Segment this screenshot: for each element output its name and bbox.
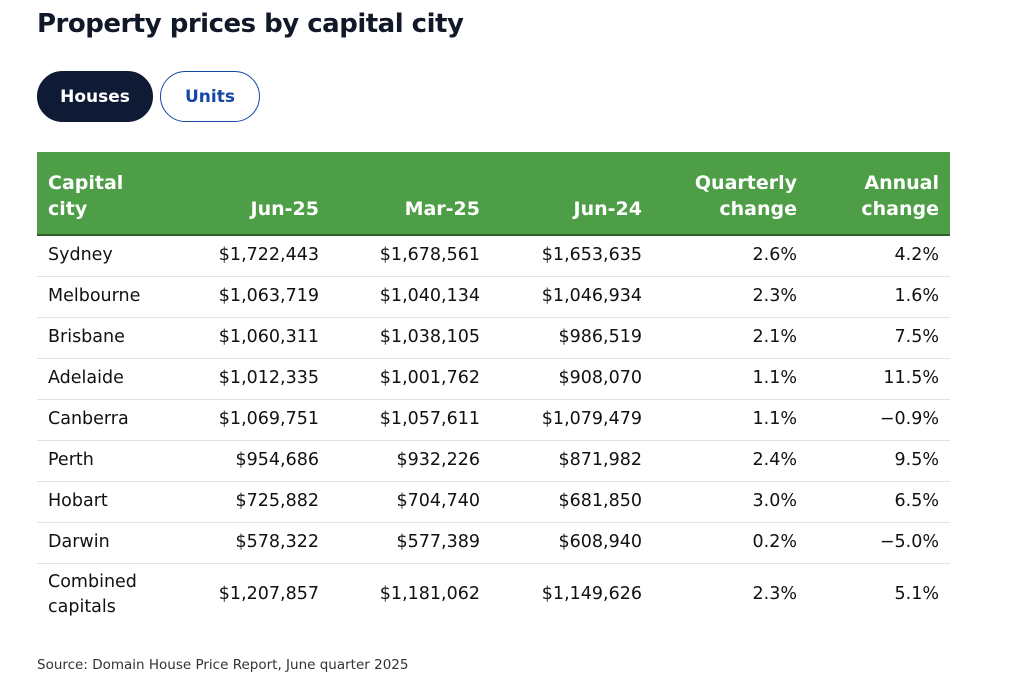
cell-quarterly-change: 3.0% bbox=[653, 481, 808, 523]
column-header-jun-24: Jun-24 bbox=[491, 152, 653, 236]
column-header-mar-25: Mar-25 bbox=[330, 152, 491, 236]
column-header-quarterly-change: Quarterly change bbox=[653, 152, 808, 236]
cell-quarterly-change: 2.3% bbox=[752, 584, 797, 605]
table-row: Combined capitals $1,207,857 $1,181,062 $1,… bbox=[37, 563, 950, 626]
table-row: Perth $954,686 $932,226 $871,982 2.4% 9.5% bbox=[37, 440, 950, 482]
cell-capital-city: Adelaide bbox=[37, 358, 168, 400]
cell-capital-city: Sydney bbox=[37, 235, 168, 277]
cell-annual-change: 1.6% bbox=[808, 276, 950, 318]
tab-houses[interactable]: Houses bbox=[37, 71, 153, 122]
cell-mar-25: $1,001,762 bbox=[330, 358, 491, 400]
cell-jun-24: $608,940 bbox=[491, 522, 653, 564]
cell-quarterly-change: 2.4% bbox=[653, 440, 808, 482]
table-row: Hobart $725,882 $704,740 $681,850 3.0% 6.5% bbox=[37, 481, 950, 523]
cell-annual-change: 11.5% bbox=[808, 358, 950, 400]
cell-jun-25: $1,060,311 bbox=[168, 317, 330, 359]
cell-capital-city: Melbourne bbox=[37, 276, 168, 318]
cell-jun-24: $1,149,626 bbox=[541, 584, 642, 605]
cell-mar-25: $1,678,561 bbox=[330, 235, 491, 277]
cell-jun-24: $681,850 bbox=[491, 481, 653, 523]
table-row: Darwin $578,322 $577,389 $608,940 0.2% −5.0% bbox=[37, 522, 950, 564]
page-title: Property prices by capital city bbox=[37, 9, 464, 39]
cell-capital-city: Perth bbox=[37, 440, 168, 482]
column-header-jun-25: Jun-25 bbox=[168, 152, 330, 236]
cell-annual-change: 5.1% bbox=[894, 584, 939, 605]
column-header-annual-change: Annual change bbox=[808, 152, 950, 236]
cell-annual-change: 7.5% bbox=[808, 317, 950, 359]
cell-jun-25: $1,207,857 bbox=[218, 584, 319, 605]
cell-capital-city: Darwin bbox=[37, 522, 168, 564]
cell-jun-24: $1,653,635 bbox=[491, 235, 653, 277]
cell-quarterly-change: 2.6% bbox=[653, 235, 808, 277]
cell-jun-25: $1,063,719 bbox=[168, 276, 330, 318]
cell-jun-24: $908,070 bbox=[491, 358, 653, 400]
table-row: Canberra $1,069,751 $1,057,611 $1,079,479 1.… bbox=[37, 399, 950, 441]
property-prices-table: Capital city Jun-25 Mar-25 Jun-24 Quarte… bbox=[37, 152, 950, 626]
cell-jun-24: $986,519 bbox=[491, 317, 653, 359]
table-row: Adelaide $1,012,335 $1,001,762 $908,070 1.1%… bbox=[37, 358, 950, 400]
cell-capital-city: Combined capitals bbox=[48, 571, 137, 617]
cell-mar-25: $1,181,062 bbox=[379, 584, 480, 605]
cell-mar-25: $704,740 bbox=[330, 481, 491, 523]
table-row: Brisbane $1,060,311 $1,038,105 $986,519 2.1%… bbox=[37, 317, 950, 359]
tab-units[interactable]: Units bbox=[160, 71, 260, 122]
table-header-row: Capital city Jun-25 Mar-25 Jun-24 Quarte… bbox=[37, 152, 950, 236]
cell-annual-change: 9.5% bbox=[808, 440, 950, 482]
cell-jun-25: $1,069,751 bbox=[168, 399, 330, 441]
cell-quarterly-change: 0.2% bbox=[653, 522, 808, 564]
cell-jun-24: $1,079,479 bbox=[491, 399, 653, 441]
cell-quarterly-change: 2.3% bbox=[653, 276, 808, 318]
column-header-capital-city: Capital city bbox=[37, 152, 168, 236]
property-type-tabs: Houses Units bbox=[37, 71, 260, 122]
table-row: Sydney $1,722,443 $1,678,561 $1,653,635 2.6%… bbox=[37, 235, 950, 277]
cell-capital-city: Brisbane bbox=[37, 317, 168, 359]
cell-quarterly-change: 1.1% bbox=[653, 399, 808, 441]
cell-quarterly-change: 1.1% bbox=[653, 358, 808, 400]
cell-annual-change: −5.0% bbox=[808, 522, 950, 564]
cell-capital-city: Canberra bbox=[37, 399, 168, 441]
table-body: Sydney $1,722,443 $1,678,561 $1,653,635 2.6%… bbox=[37, 235, 950, 626]
cell-jun-25: $1,722,443 bbox=[168, 235, 330, 277]
cell-jun-25: $954,686 bbox=[168, 440, 330, 482]
table-row: Melbourne $1,063,719 $1,040,134 $1,046,934 2… bbox=[37, 276, 950, 318]
cell-mar-25: $1,057,611 bbox=[330, 399, 491, 441]
cell-annual-change: 4.2% bbox=[808, 235, 950, 277]
cell-mar-25: $1,038,105 bbox=[330, 317, 491, 359]
cell-jun-24: $1,046,934 bbox=[491, 276, 653, 318]
cell-capital-city: Hobart bbox=[37, 481, 168, 523]
cell-quarterly-change: 2.1% bbox=[653, 317, 808, 359]
cell-jun-25: $725,882 bbox=[168, 481, 330, 523]
cell-annual-change: −0.9% bbox=[808, 399, 950, 441]
cell-jun-25: $578,322 bbox=[168, 522, 330, 564]
cell-mar-25: $932,226 bbox=[330, 440, 491, 482]
cell-mar-25: $1,040,134 bbox=[330, 276, 491, 318]
cell-annual-change: 6.5% bbox=[808, 481, 950, 523]
cell-mar-25: $577,389 bbox=[330, 522, 491, 564]
cell-jun-25: $1,012,335 bbox=[168, 358, 330, 400]
cell-jun-24: $871,982 bbox=[491, 440, 653, 482]
source-note: Source: Domain House Price Report, June … bbox=[37, 657, 409, 673]
